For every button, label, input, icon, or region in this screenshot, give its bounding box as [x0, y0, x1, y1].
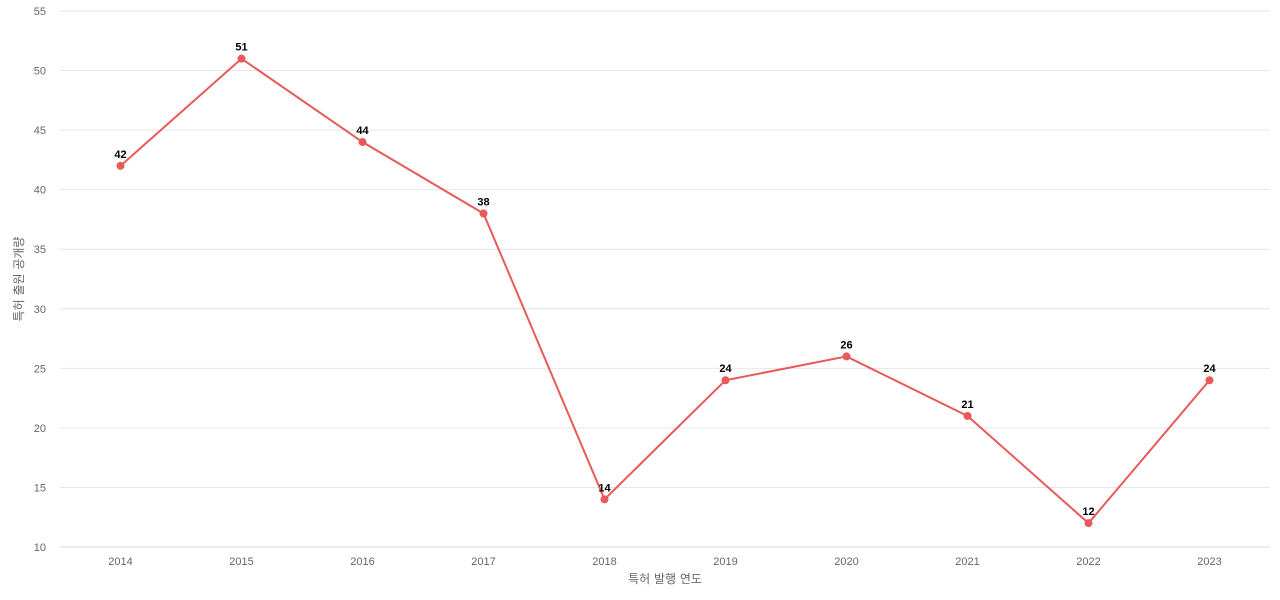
y-axis-ticks: 10 15 20 25 30 35 40 45 50 55 [34, 6, 46, 554]
data-label: 24 [1203, 363, 1216, 375]
series-group [119, 57, 1211, 525]
x-tick-label: 2020 [834, 556, 858, 568]
data-label: 24 [719, 363, 732, 375]
x-tick-label: 2015 [229, 556, 253, 568]
y-tick-label: 20 [34, 423, 46, 435]
data-point[interactable] [721, 376, 730, 385]
x-tick-label: 2019 [713, 556, 737, 568]
data-label: 26 [840, 339, 852, 351]
y-tick-label: 15 [34, 482, 46, 494]
data-point[interactable] [479, 209, 488, 218]
x-axis-title: 특허 발행 연도 [628, 571, 702, 586]
y-axis-title: 특허 출원 공개량 [12, 237, 26, 322]
data-point[interactable] [1205, 376, 1214, 385]
x-tick-label: 2022 [1076, 556, 1100, 568]
data-point[interactable] [358, 138, 367, 147]
y-tick-label: 50 [34, 66, 46, 78]
y-tick-label: 25 [34, 363, 46, 375]
data-label: 51 [235, 42, 247, 54]
data-point[interactable] [1084, 519, 1093, 528]
x-tick-label: 2014 [108, 556, 132, 568]
series-line [119, 57, 1211, 525]
y-tick-label: 40 [34, 185, 46, 197]
x-tick-label: 2016 [350, 556, 374, 568]
data-point[interactable] [116, 161, 125, 170]
y-tick-label: 35 [34, 244, 46, 256]
data-point[interactable] [842, 352, 851, 361]
data-point[interactable] [963, 411, 972, 420]
data-label: 42 [114, 149, 126, 161]
data-label: 38 [477, 196, 489, 208]
x-tick-label: 2017 [471, 556, 495, 568]
y-tick-label: 10 [34, 542, 46, 554]
data-label: 12 [1082, 506, 1094, 518]
data-labels: 42 51 44 38 14 24 26 21 12 24 [114, 42, 1216, 519]
data-point[interactable] [600, 495, 609, 504]
x-tick-label: 2023 [1197, 556, 1221, 568]
y-tick-label: 45 [34, 125, 46, 137]
data-label: 44 [356, 125, 369, 137]
x-axis-ticks: 2014 2015 2016 2017 2018 2019 2020 2021 2022 2023 [108, 556, 1221, 568]
x-tick-label: 2018 [592, 556, 616, 568]
data-label: 21 [961, 399, 973, 411]
y-tick-label: 30 [34, 304, 46, 316]
data-label: 14 [598, 482, 611, 494]
data-point[interactable] [237, 54, 246, 63]
y-tick-label: 55 [34, 6, 46, 18]
gridlines [60, 10, 1270, 548]
x-tick-label: 2021 [955, 556, 979, 568]
data-points [116, 54, 1214, 528]
